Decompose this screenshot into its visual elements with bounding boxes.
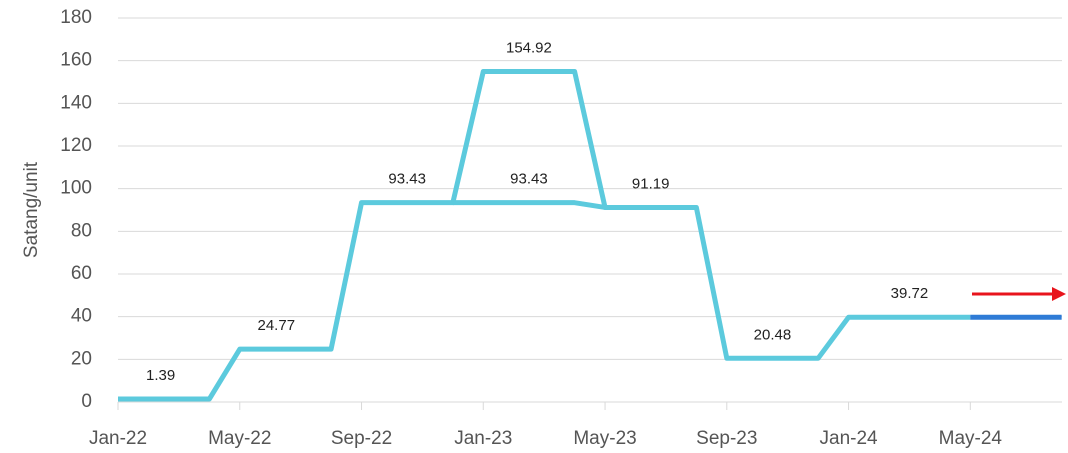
x-tick-label: May-23 (573, 428, 636, 449)
y-tick-label: 100 (60, 178, 92, 199)
x-tick-label: Sep-23 (696, 428, 757, 449)
data-label: 154.92 (506, 39, 552, 56)
series-line (452, 200, 606, 210)
data-label: 91.19 (632, 175, 670, 192)
y-tick-label: 60 (71, 263, 92, 284)
data-label: 93.43 (388, 171, 426, 188)
y-tick-label: 140 (60, 92, 92, 113)
labels: 1.39 24.77 93.43 154.92 93.43 91.19 20.48 39.72 (146, 39, 928, 384)
trend-arrow (972, 287, 1066, 301)
x-tick-label: May-22 (208, 428, 271, 449)
data-label: 93.43 (510, 171, 548, 188)
data-label: 39.72 (891, 285, 929, 302)
x-tick-label: Jan-24 (820, 428, 879, 449)
series-line (118, 69, 971, 402)
lines (118, 69, 1062, 402)
x-tick-label: Jan-23 (454, 428, 512, 449)
y-tick-label: 20 (71, 348, 92, 369)
arrow-head (1052, 287, 1066, 301)
x-tick-label: Jan-22 (89, 428, 147, 449)
y-tick-label: 180 (60, 7, 92, 28)
y-axis-label: Satang/unit (21, 161, 42, 258)
data-label: 24.77 (258, 317, 296, 334)
x-tick-label: Sep-22 (331, 428, 392, 449)
x-tick-label: May-24 (939, 428, 1003, 449)
y-tick-label: 160 (60, 50, 92, 71)
y-tick-label: 80 (71, 220, 92, 241)
grid: 0 20 40 60 80 100 120 140 160 180 Jan-22 May-22 Sep-… (60, 7, 1062, 449)
y-tick-label: 40 (71, 306, 92, 327)
data-label: 1.39 (146, 367, 175, 384)
y-tick-label: 0 (81, 391, 92, 412)
data-label: 20.48 (754, 326, 792, 343)
y-tick-label: 120 (60, 135, 92, 156)
